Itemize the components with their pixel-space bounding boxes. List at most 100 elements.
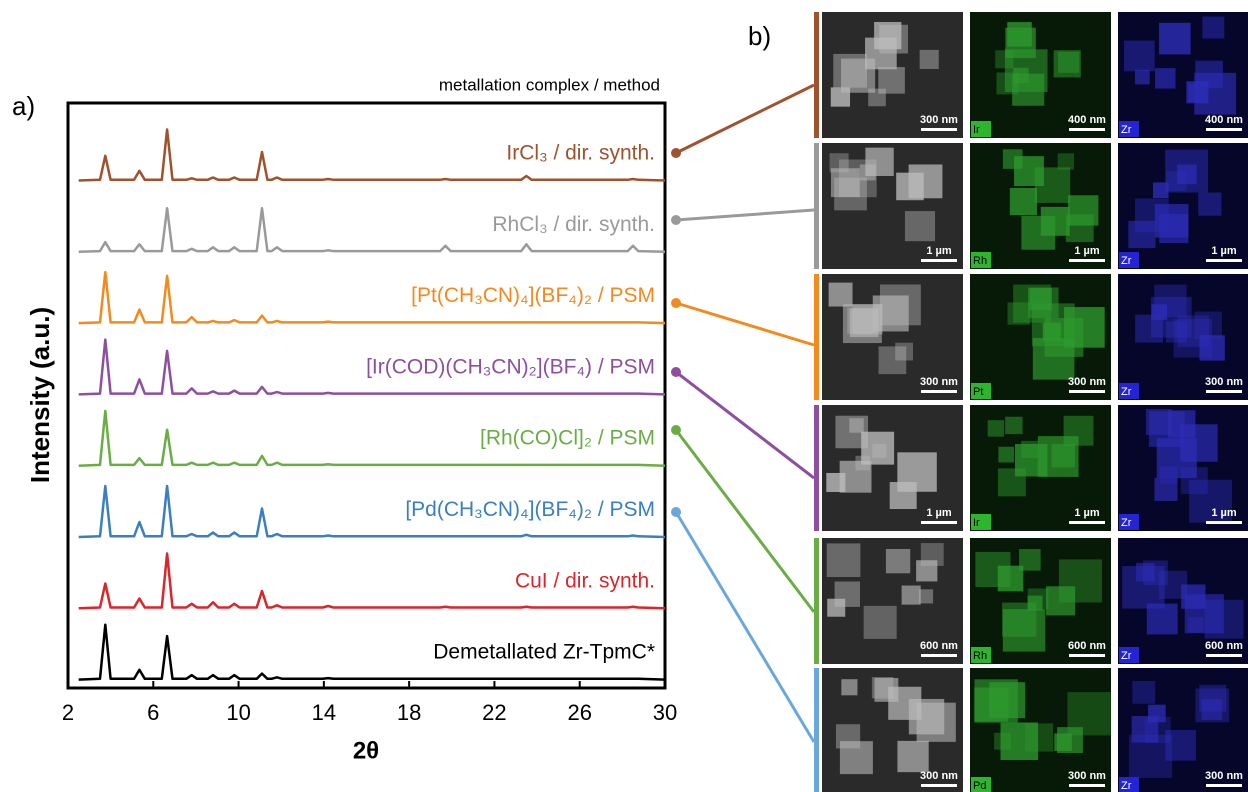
- particle: [1010, 188, 1037, 215]
- connector-dot: [671, 367, 681, 377]
- particle: [1135, 70, 1150, 85]
- element-label: Pt: [973, 386, 983, 398]
- particle: [919, 589, 933, 603]
- particle: [1189, 84, 1207, 102]
- connector: [676, 430, 814, 612]
- connector-dot: [671, 507, 681, 517]
- particle: [1177, 165, 1197, 185]
- element-label: Ir: [973, 517, 980, 529]
- particle: [1045, 318, 1084, 357]
- element-label: Zr: [1121, 650, 1132, 662]
- particle: [1198, 193, 1221, 216]
- scale-bar: [1069, 390, 1105, 393]
- scale-bar-label: 300 nm: [1068, 770, 1106, 782]
- particle: [886, 549, 910, 573]
- particle: [1157, 438, 1197, 478]
- particle: [996, 72, 1018, 94]
- connector: [676, 512, 814, 742]
- particle: [1028, 287, 1059, 318]
- series-label: Demetallated Zr-TpmC*: [433, 641, 655, 664]
- x-tick-label: 10: [226, 700, 250, 725]
- element-label: Zr: [1121, 124, 1132, 136]
- connector-dot: [671, 148, 681, 158]
- particle: [1154, 478, 1177, 501]
- particle: [849, 418, 863, 432]
- scale-bar-label: 1 µm: [1074, 245, 1100, 257]
- particle: [827, 599, 845, 617]
- particle: [1008, 302, 1030, 324]
- scale-bar-label: 1 µm: [1211, 245, 1237, 257]
- particle: [1136, 563, 1154, 581]
- scale-bar: [1206, 390, 1242, 393]
- particle: [1135, 315, 1163, 343]
- scale-bar: [1206, 128, 1242, 131]
- particle: [1155, 68, 1175, 88]
- scale-bar-label: 300 nm: [1205, 376, 1243, 388]
- particle: [1007, 22, 1032, 47]
- scale-bar-label: 1 µm: [926, 245, 952, 257]
- particle: [1159, 23, 1191, 55]
- particle: [1067, 692, 1110, 735]
- particle: [1002, 603, 1036, 637]
- particle: [864, 606, 897, 639]
- particle: [1124, 41, 1155, 72]
- series-label: [Rh(CO)Cl]₂ / PSM: [480, 427, 655, 450]
- particle: [974, 687, 1008, 721]
- scale-bar-label: 300 nm: [920, 770, 958, 782]
- header: metallation complex / method: [439, 75, 660, 94]
- scale-bar: [921, 784, 957, 787]
- series-label: [Pt(CH₃CN)₄](BF₄)₂ / PSM: [411, 284, 655, 307]
- particle: [896, 173, 924, 201]
- series-label: [Ir(COD)(CH₃CN)₂](BF₄) / PSM: [366, 355, 655, 378]
- element-label: Pd: [973, 780, 986, 792]
- scale-bar: [921, 521, 957, 524]
- scale-bar: [1206, 521, 1242, 524]
- scale-bar: [921, 654, 957, 657]
- scale-bar-label: 600 nm: [920, 640, 958, 652]
- particle: [1059, 559, 1102, 602]
- x-tick-label: 6: [147, 700, 159, 725]
- series-label: IrCl₃ / dir. synth.: [506, 142, 655, 165]
- scale-bar-label: 1 µm: [1074, 507, 1100, 519]
- connector: [676, 85, 814, 153]
- row-bar: [814, 12, 819, 138]
- particle: [1041, 207, 1070, 236]
- particle: [1132, 681, 1155, 704]
- particle: [1005, 417, 1022, 434]
- scale-bar-label: 400 nm: [1068, 114, 1106, 126]
- panel-label: b): [748, 21, 771, 51]
- particle: [994, 733, 1011, 750]
- particle: [1132, 716, 1159, 743]
- particle: [1054, 50, 1081, 77]
- particle: [1202, 17, 1224, 39]
- particle: [1068, 195, 1098, 225]
- scale-bar: [1206, 259, 1242, 262]
- scale-bar: [1069, 784, 1105, 787]
- particle: [1025, 723, 1053, 751]
- element-label: Zr: [1121, 517, 1132, 529]
- y-axis-label: Intensity (a.u.): [25, 307, 55, 483]
- particle: [1021, 441, 1038, 458]
- figure: a) metallation complex / method Intensit…: [0, 0, 1248, 792]
- scale-bar: [1069, 128, 1105, 131]
- particle: [920, 50, 939, 69]
- particle: [895, 343, 913, 361]
- row-bar: [814, 668, 819, 792]
- particle: [865, 148, 893, 176]
- particle: [1014, 156, 1044, 186]
- x-tick-label: 22: [482, 700, 506, 725]
- connector: [676, 303, 814, 345]
- connector-dot: [671, 298, 681, 308]
- plot-frame: [68, 103, 665, 688]
- x-tick-label: 18: [397, 700, 421, 725]
- scale-bar: [1069, 521, 1105, 524]
- x-axis-label: 2θ: [353, 737, 379, 764]
- series-label: RhCl₃ / dir. synth.: [492, 213, 655, 236]
- scale-bar: [921, 390, 957, 393]
- particle: [998, 566, 1024, 592]
- particle: [1168, 410, 1195, 437]
- particle: [998, 447, 1014, 463]
- element-label: Ir: [973, 124, 980, 136]
- particle: [841, 679, 857, 695]
- particle: [878, 67, 905, 94]
